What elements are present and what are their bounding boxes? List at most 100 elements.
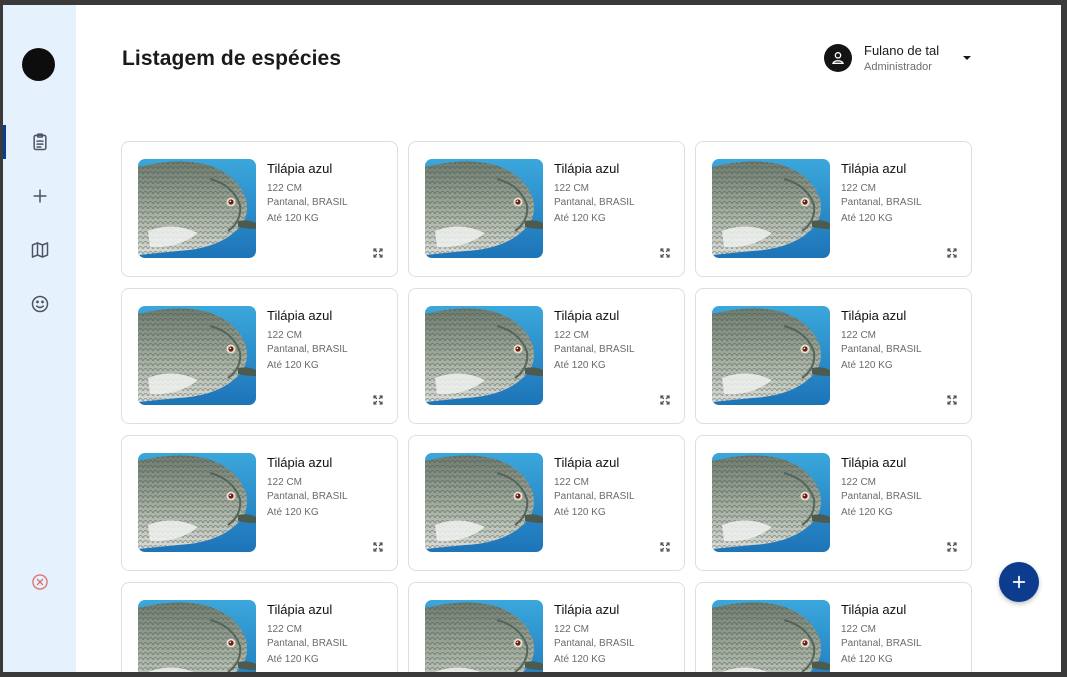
species-weight: Até 120 KG [841,507,893,518]
species-weight: Até 120 KG [554,654,606,665]
species-weight: Até 120 KG [841,654,893,665]
sidebar-item-list[interactable] [3,124,76,160]
main-content: Listagem de espécies Fulano de tal Admin… [76,5,1061,672]
species-card[interactable]: Tilápia azul 122 CM Pantanal, BRASIL Até… [408,435,685,571]
species-size: 122 CM [267,330,303,341]
species-card[interactable]: Tilápia azul 122 CM Pantanal, BRASIL Até… [121,288,398,424]
species-name: Tilápia azul [841,455,907,470]
close-circle-icon [31,574,48,590]
species-card[interactable]: Tilápia azul 122 CM Pantanal, BRASIL Até… [121,141,398,277]
species-name: Tilápia azul [841,161,907,176]
species-name: Tilápia azul [267,308,333,323]
species-location: Pantanal, BRASIL [267,491,348,502]
species-location: Pantanal, BRASIL [554,638,635,649]
species-photo [425,159,543,258]
plus-icon [1012,575,1026,589]
species-photo [138,306,256,405]
species-weight: Até 120 KG [554,213,606,224]
species-size: 122 CM [841,183,877,194]
user-icon [832,52,844,64]
species-size: 122 CM [554,624,590,635]
species-photo [425,453,543,552]
species-location: Pantanal, BRASIL [841,638,922,649]
species-card[interactable]: Tilápia azul 122 CM Pantanal, BRASIL Até… [121,435,398,571]
species-location: Pantanal, BRASIL [267,344,348,355]
species-name: Tilápia azul [267,455,333,470]
species-weight: Até 120 KG [554,360,606,371]
expand-icon[interactable] [946,541,958,553]
expand-icon[interactable] [372,394,384,406]
expand-icon[interactable] [372,541,384,553]
species-location: Pantanal, BRASIL [841,197,922,208]
clipboard-icon [32,133,47,151]
species-photo [425,600,543,672]
user-menu[interactable]: Fulano de tal Administrador [824,43,939,73]
species-name: Tilápia azul [554,602,620,617]
species-size: 122 CM [267,624,303,635]
species-weight: Até 120 KG [841,213,893,224]
page-title: Listagem de espécies [122,47,342,70]
expand-icon[interactable] [659,541,671,553]
species-photo [712,306,830,405]
species-card[interactable]: Tilápia azul 122 CM Pantanal, BRASIL Até… [121,582,398,672]
expand-icon[interactable] [659,247,671,259]
user-role: Administrador [864,61,932,73]
species-photo [712,600,830,672]
species-name: Tilápia azul [841,308,907,323]
species-photo [712,159,830,258]
species-location: Pantanal, BRASIL [841,344,922,355]
species-card[interactable]: Tilápia azul 122 CM Pantanal, BRASIL Até… [695,288,972,424]
user-name: Fulano de tal [864,43,940,58]
species-location: Pantanal, BRASIL [267,197,348,208]
species-weight: Até 120 KG [267,360,319,371]
species-name: Tilápia azul [554,455,620,470]
species-photo [138,600,256,672]
species-location: Pantanal, BRASIL [267,638,348,649]
species-card[interactable]: Tilápia azul 122 CM Pantanal, BRASIL Até… [408,582,685,672]
species-name: Tilápia azul [554,308,620,323]
species-size: 122 CM [554,183,590,194]
species-name: Tilápia azul [267,161,333,176]
species-weight: Até 120 KG [841,360,893,371]
expand-icon[interactable] [372,247,384,259]
species-photo [138,453,256,552]
species-size: 122 CM [267,183,303,194]
app-window: Listagem de espécies Fulano de tal Admin… [3,5,1061,672]
species-location: Pantanal, BRASIL [554,491,635,502]
plus-icon [32,189,47,203]
species-size: 122 CM [841,477,877,488]
expand-icon[interactable] [659,394,671,406]
species-name: Tilápia azul [267,602,333,617]
logo-avatar[interactable] [22,48,55,81]
species-card[interactable]: Tilápia azul 122 CM Pantanal, BRASIL Até… [695,582,972,672]
species-card[interactable]: Tilápia azul 122 CM Pantanal, BRASIL Até… [695,435,972,571]
species-size: 122 CM [841,330,877,341]
species-card[interactable]: Tilápia azul 122 CM Pantanal, BRASIL Até… [408,141,685,277]
species-card[interactable]: Tilápia azul 122 CM Pantanal, BRASIL Até… [695,141,972,277]
logout-button[interactable] [3,564,76,600]
species-card[interactable]: Tilápia azul 122 CM Pantanal, BRASIL Até… [408,288,685,424]
sidebar-item-map[interactable] [3,232,76,268]
species-size: 122 CM [267,477,303,488]
species-photo [712,453,830,552]
species-size: 122 CM [841,624,877,635]
species-size: 122 CM [554,477,590,488]
map-icon [31,242,48,258]
expand-icon[interactable] [946,247,958,259]
species-weight: Até 120 KG [267,213,319,224]
smile-icon [31,295,48,313]
species-location: Pantanal, BRASIL [554,344,635,355]
user-avatar [824,44,852,72]
sidebar-item-add[interactable] [3,178,76,214]
species-size: 122 CM [554,330,590,341]
species-location: Pantanal, BRASIL [841,491,922,502]
add-species-button[interactable] [999,562,1039,602]
chevron-down-icon[interactable] [963,56,971,60]
species-name: Tilápia azul [841,602,907,617]
species-grid: Tilápia azul 122 CM Pantanal, BRASIL Até… [121,141,972,672]
species-location: Pantanal, BRASIL [554,197,635,208]
species-weight: Até 120 KG [267,507,319,518]
species-weight: Até 120 KG [554,507,606,518]
sidebar-item-profile[interactable] [3,286,76,322]
expand-icon[interactable] [946,394,958,406]
